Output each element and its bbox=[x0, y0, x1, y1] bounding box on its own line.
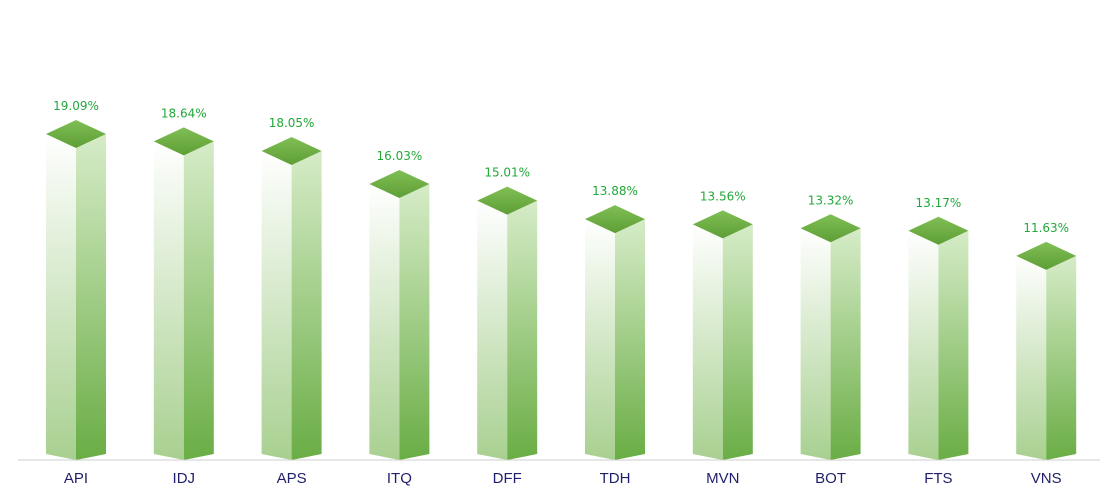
bar-face-left bbox=[800, 228, 831, 460]
category-label: IDJ bbox=[173, 470, 196, 487]
category-label: VNS bbox=[1031, 470, 1062, 487]
bar-face-right bbox=[76, 134, 106, 460]
bar-face-right bbox=[830, 228, 861, 460]
category-label: APS bbox=[277, 470, 307, 487]
bar-face-right bbox=[183, 141, 214, 461]
category-label: ITQ bbox=[387, 470, 412, 487]
category-label: API bbox=[64, 470, 88, 487]
bar-face-right bbox=[291, 150, 322, 460]
bar-face-left bbox=[153, 141, 184, 461]
bar-face-right bbox=[615, 219, 645, 460]
bar-face-right bbox=[507, 200, 538, 460]
bar-top bbox=[800, 214, 861, 243]
bar-dff bbox=[477, 186, 538, 460]
bar-face-left bbox=[261, 150, 292, 460]
bar-face-right bbox=[1046, 255, 1077, 460]
value-label: 11.63% bbox=[1023, 221, 1069, 235]
value-label: 13.17% bbox=[916, 196, 962, 210]
bar-mvn bbox=[692, 210, 753, 460]
category-label: FTS bbox=[924, 470, 952, 487]
bar-top bbox=[261, 136, 322, 165]
bar-top bbox=[692, 210, 753, 239]
bar-top bbox=[369, 170, 430, 199]
bar-itq bbox=[369, 170, 430, 460]
bar-face-left bbox=[585, 219, 615, 460]
bar-api bbox=[46, 120, 106, 460]
bar-bot bbox=[800, 214, 861, 460]
bar-top bbox=[477, 186, 538, 215]
bar-top bbox=[46, 120, 106, 148]
value-label: 13.56% bbox=[700, 189, 746, 203]
bar-face-left bbox=[1016, 255, 1047, 460]
bar-vns bbox=[1016, 241, 1077, 460]
bar-face-left bbox=[908, 230, 939, 460]
value-label: 16.03% bbox=[377, 149, 423, 163]
bar-face-right bbox=[938, 230, 969, 460]
value-label: 18.64% bbox=[161, 106, 207, 120]
value-label: 19.09% bbox=[53, 99, 99, 113]
bar-top bbox=[908, 216, 969, 245]
category-label: BOT bbox=[815, 470, 846, 487]
bar-top bbox=[1016, 241, 1077, 270]
bar-face-right bbox=[399, 184, 430, 460]
bars-layer bbox=[46, 120, 1077, 461]
bar-face-left bbox=[477, 200, 508, 460]
bar-face-left bbox=[692, 224, 723, 460]
bar-face-right bbox=[722, 224, 753, 460]
category-label: TDH bbox=[600, 470, 631, 487]
bar-idj bbox=[153, 127, 214, 461]
bar-tdh bbox=[585, 205, 645, 460]
bar-top bbox=[585, 205, 645, 234]
value-label: 15.01% bbox=[484, 166, 530, 180]
bar-aps bbox=[261, 136, 322, 460]
category-label: MVN bbox=[706, 470, 739, 487]
bar-face-left bbox=[369, 184, 400, 460]
labels-layer: 19.09% API 18.64% IDJ 18.05% APS 16.03% ITQ 15.0… bbox=[53, 99, 1069, 487]
value-label: 18.05% bbox=[269, 116, 315, 130]
value-label: 13.88% bbox=[592, 184, 638, 198]
bar-fts bbox=[908, 216, 969, 460]
bar-top bbox=[153, 127, 214, 156]
category-label: DFF bbox=[493, 470, 522, 487]
value-label: 13.32% bbox=[808, 193, 854, 207]
bar-face-left bbox=[46, 134, 76, 460]
